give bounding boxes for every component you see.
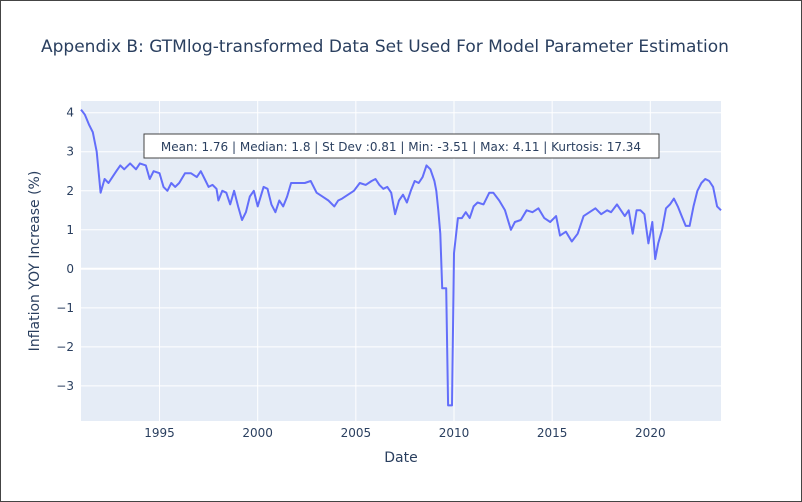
y-tick-label: 2 <box>66 184 74 198</box>
y-tick-labels: −3 −2 −1 0 1 2 3 4 <box>56 106 74 393</box>
chart-title: Appendix B: GTMlog-transformed Data Set … <box>41 37 729 57</box>
y-axis-label: Inflation YOY Increase (%) <box>27 171 43 352</box>
x-tick-labels: 1995 2000 2005 2010 2015 2020 <box>144 426 665 440</box>
y-tick-label: −1 <box>56 301 74 315</box>
x-tick-label: 2020 <box>635 426 666 440</box>
x-tick-label: 2010 <box>439 426 470 440</box>
series-line <box>80 108 722 407</box>
x-tick-label: 2000 <box>242 426 273 440</box>
x-tick-label: 2005 <box>341 426 372 440</box>
x-axis-label: Date <box>384 450 417 466</box>
y-tick-label: 3 <box>66 145 74 159</box>
y-tick-label: 1 <box>66 223 74 237</box>
x-tick-label: 2015 <box>537 426 568 440</box>
x-tick-label: 1995 <box>144 426 175 440</box>
stats-annotation-box <box>143 133 660 159</box>
stats-annotation: Mean: 1.76 | Median: 1.8 | St Dev :0.81 … <box>143 133 660 159</box>
y-tick-label: 0 <box>66 262 74 276</box>
y-tick-label: 4 <box>66 106 74 120</box>
y-tick-label: −2 <box>56 340 74 354</box>
stats-annotation-text: Mean: 1.76 | Median: 1.8 | St Dev :0.81 … <box>161 140 641 154</box>
y-tick-label: −3 <box>56 379 74 393</box>
